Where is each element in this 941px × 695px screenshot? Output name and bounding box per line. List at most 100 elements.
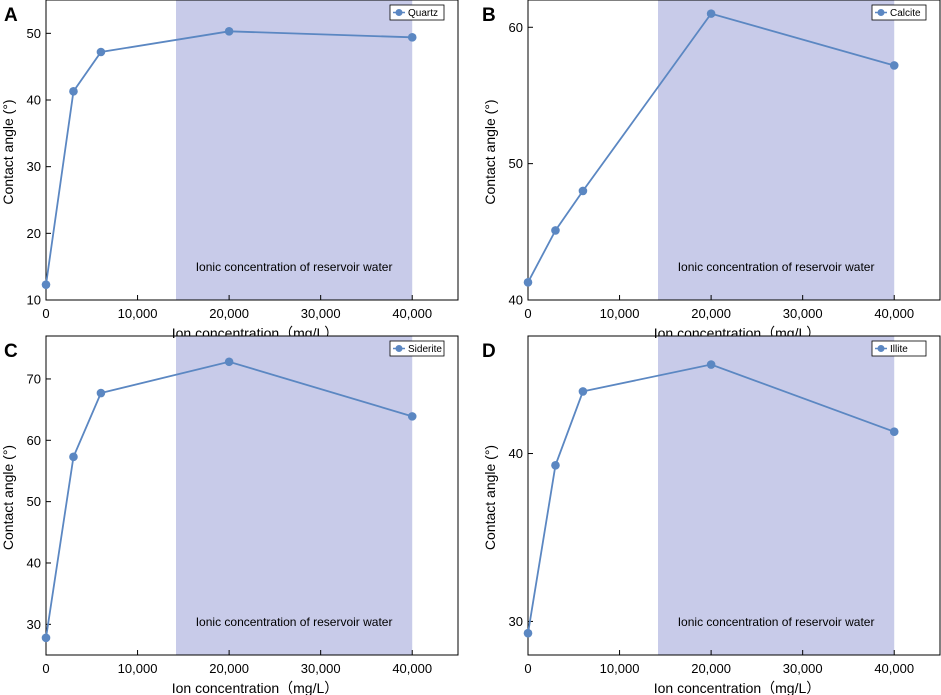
- x-tick-label: 20,000: [209, 661, 249, 676]
- x-tick-label: 0: [42, 661, 49, 676]
- panel-label: C: [4, 341, 18, 362]
- data-point: [523, 628, 533, 638]
- y-axis: 40 50 60: [509, 20, 533, 308]
- y-tick-label: 60: [27, 433, 41, 448]
- shaded-band-label: Ionic concentration of reservoir water: [678, 260, 875, 274]
- data-point: [96, 47, 106, 57]
- panel-a: A Ionic concentration of reservoir water…: [0, 0, 459, 341]
- legend-label: Siderite: [408, 344, 442, 355]
- data-point: [706, 9, 716, 18]
- shaded-band: [658, 336, 895, 655]
- data-point: [407, 412, 417, 421]
- legend: Quartz: [389, 4, 445, 21]
- data-point: [551, 226, 560, 235]
- legend: Illite: [871, 340, 927, 357]
- x-tick-label: 40,000: [874, 661, 914, 676]
- legend-box: [389, 4, 445, 21]
- data-point: [41, 633, 51, 643]
- x-tick-label: 30,000: [301, 306, 341, 321]
- panel-label: B: [482, 5, 496, 26]
- shaded-band-label: Ionic concentration of reservoir water: [196, 260, 393, 274]
- y-tick-label: 50: [27, 494, 41, 509]
- legend: Siderite: [389, 340, 445, 357]
- shaded-band: [176, 0, 413, 300]
- shaded-band: [176, 336, 413, 655]
- legend: Calcite: [871, 4, 927, 21]
- legend-box: [389, 340, 445, 357]
- legend-box: [871, 340, 927, 357]
- data-point: [523, 277, 533, 287]
- y-tick-label: 10: [27, 293, 41, 308]
- x-tick-label: 20,000: [691, 306, 731, 321]
- y-tick-label: 30: [509, 614, 523, 629]
- x-axis: 0 10,000 20,000 30,000 40,000: [524, 295, 914, 321]
- data-point: [407, 33, 417, 42]
- x-tick-label: 40,000: [392, 661, 432, 676]
- x-tick-label: 20,000: [691, 661, 731, 676]
- y-axis: 30 40: [509, 446, 533, 629]
- data-point: [224, 27, 234, 36]
- x-tick-label: 30,000: [783, 306, 823, 321]
- y-tick-label: 50: [509, 156, 523, 171]
- data-point: [96, 388, 106, 398]
- data-point: [578, 387, 588, 396]
- y-axis: 30 40 50 60 70: [27, 371, 51, 632]
- x-tick-label: 0: [524, 661, 531, 676]
- data-point: [224, 357, 234, 367]
- y-tick-label: 40: [509, 293, 523, 308]
- x-tick-label: 30,000: [301, 661, 341, 676]
- legend-marker: [877, 345, 885, 352]
- plot-frame: [45, 0, 459, 301]
- shaded-band-label: Ionic concentration of reservoir water: [196, 615, 393, 629]
- data-point: [889, 427, 899, 437]
- data-points: [41, 357, 417, 643]
- data-point: [889, 61, 899, 70]
- y-tick-label: 40: [27, 555, 41, 570]
- shaded-band-label: Ionic concentration of reservoir water: [678, 615, 875, 629]
- legend-label: Quartz: [408, 8, 438, 19]
- legend-marker: [395, 345, 403, 352]
- data-point: [551, 460, 560, 470]
- panel-label: A: [4, 5, 18, 26]
- y-tick-label: 20: [27, 226, 41, 241]
- x-axis-title: Ion concentration（mg/L）: [654, 680, 821, 695]
- data-point: [69, 452, 78, 462]
- x-axis-title: Ion concentration（mg/L）: [172, 680, 339, 695]
- y-tick-label: 70: [27, 371, 41, 386]
- legend-label: Calcite: [890, 8, 921, 19]
- data-point: [41, 280, 51, 289]
- x-tick-label: 10,000: [600, 661, 640, 676]
- x-tick-label: 0: [524, 306, 531, 321]
- legend-label: Illite: [890, 344, 908, 355]
- data-point: [578, 186, 588, 196]
- y-tick-label: 30: [27, 159, 41, 174]
- legend-marker: [877, 9, 885, 16]
- data-point: [706, 360, 716, 369]
- x-axis: 0 10,000 20,000 30,000 40,000: [42, 650, 432, 676]
- x-tick-label: 20,000: [209, 306, 249, 321]
- x-axis: 0 10,000 20,000 30,000 40,000: [524, 650, 914, 676]
- legend-marker: [395, 9, 403, 16]
- data-points: [523, 360, 899, 638]
- y-tick-label: 40: [509, 446, 523, 461]
- shaded-band: [658, 0, 895, 300]
- panel-label: D: [482, 341, 496, 362]
- x-tick-label: 10,000: [600, 306, 640, 321]
- x-tick-label: 40,000: [874, 306, 914, 321]
- x-axis: 0 10,000 20,000 30,000 40,000: [42, 295, 432, 321]
- y-axis-title: Contact angle (°): [0, 445, 16, 550]
- x-tick-label: 10,000: [118, 661, 158, 676]
- y-tick-label: 50: [27, 26, 41, 41]
- y-axis-title: Contact angle (°): [482, 99, 498, 204]
- y-tick-label: 30: [27, 617, 41, 632]
- plot-frame: [527, 335, 941, 656]
- plot-frame: [527, 0, 941, 301]
- x-tick-label: 0: [42, 306, 49, 321]
- y-tick-label: 40: [27, 93, 41, 108]
- x-tick-label: 40,000: [392, 306, 432, 321]
- legend-box: [871, 4, 927, 21]
- y-axis: 10 20 30 40 50: [27, 26, 51, 308]
- panel-c: C Ionic concentration of reservoir water…: [0, 335, 459, 695]
- panel-b: B Ionic concentration of reservoir water…: [482, 0, 941, 341]
